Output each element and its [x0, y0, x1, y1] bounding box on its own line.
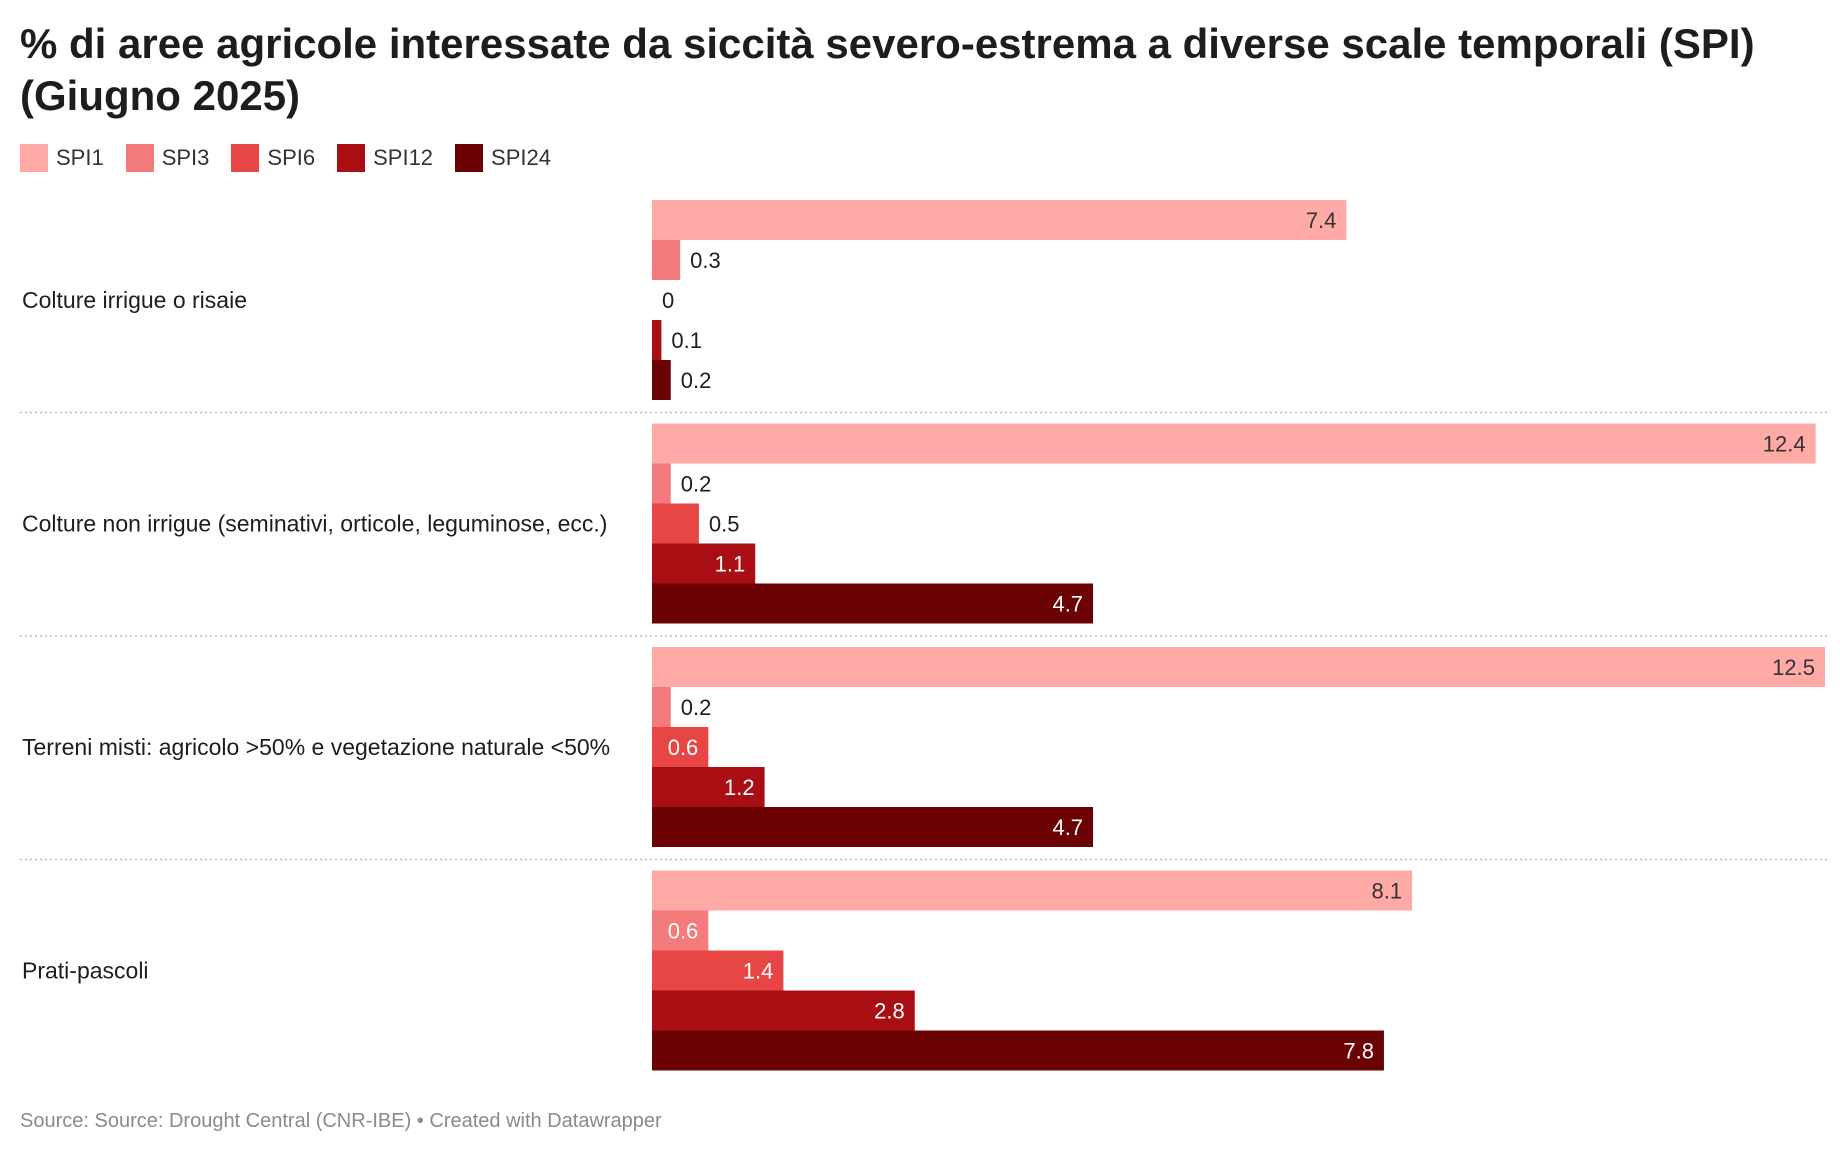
bar-spi3 [652, 463, 671, 504]
data-label: 0.3 [690, 248, 721, 273]
legend-label: SPI6 [267, 145, 316, 170]
legend-label: SPI3 [161, 145, 210, 170]
data-label: 8.1 [1372, 879, 1403, 904]
data-label: 0.2 [681, 695, 712, 720]
data-label: 7.8 [1343, 1039, 1374, 1064]
legend-item-spi6: SPI6 [231, 144, 315, 172]
data-label: 0.6 [668, 919, 699, 944]
bar-spi24 [652, 807, 1094, 847]
bar-spi6 [652, 950, 784, 991]
legend-label: SPI1 [56, 145, 104, 170]
bar-spi1 [652, 200, 1347, 240]
data-label: 0.2 [681, 472, 712, 497]
legend-item-spi3: SPI3 [125, 144, 210, 172]
bar-spi6 [652, 503, 699, 544]
bar-chart: Colture irrigue o risaie 7.4 0.3 0 0.1 0.2 Col… [20, 200, 1830, 1071]
chart-title: % di aree agricole interessate da siccit… [20, 20, 1755, 119]
bar-spi24 [652, 1030, 1384, 1071]
bar-spi3 [652, 240, 681, 280]
data-label: 1.1 [715, 552, 746, 577]
category-label: Terreni misti: agricolo >50% e vegetazio… [22, 734, 610, 760]
bar-spi3 [652, 687, 671, 727]
bar-spi1 [652, 870, 1413, 911]
legend-swatch [231, 144, 260, 172]
data-label: 0.1 [671, 328, 702, 353]
legend-swatch [20, 144, 48, 172]
legend-swatch [337, 144, 366, 172]
legend-item-spi1: SPI1 [20, 144, 104, 172]
legend-item-spi12: SPI12 [337, 144, 433, 172]
data-label: 1.2 [724, 775, 755, 800]
data-label: 1.4 [743, 959, 774, 984]
legend-label: SPI24 [491, 145, 551, 170]
legend-swatch [455, 144, 484, 172]
source-note: Source: Source: Drought Central (CNR-IBE… [20, 1110, 662, 1132]
bar-spi12 [652, 543, 756, 584]
bar-spi12 [652, 320, 662, 360]
data-label: 0.5 [709, 512, 740, 537]
bar-spi12 [652, 767, 765, 807]
bar-spi1 [652, 647, 1825, 687]
legend-item-spi24: SPI24 [455, 144, 551, 172]
data-label: 7.4 [1306, 208, 1337, 233]
bar-spi1 [652, 423, 1816, 464]
bar-spi24 [652, 360, 671, 400]
data-label: 0.6 [668, 735, 699, 760]
category-label: Colture irrigue o risaie [22, 287, 247, 313]
data-label: 0 [662, 288, 674, 313]
data-label: 12.4 [1763, 432, 1806, 457]
legend-label: SPI12 [373, 145, 434, 170]
legend: SPI1 SPI3 SPI6 SPI12 SPI24 [20, 142, 551, 174]
bar-spi24 [652, 583, 1094, 624]
category-label: Prati-pascoli [22, 958, 149, 984]
bar-spi6 [652, 727, 709, 767]
data-label: 12.5 [1772, 655, 1815, 680]
bar-spi3 [652, 910, 709, 951]
data-label: 4.7 [1052, 815, 1083, 840]
data-label: 0.2 [681, 368, 712, 393]
data-label: 2.8 [874, 999, 905, 1024]
legend-swatch [125, 144, 154, 172]
bar-spi12 [652, 990, 915, 1031]
category-label: Colture non irrigue (seminativi, orticol… [22, 511, 607, 537]
data-label: 4.7 [1052, 592, 1083, 617]
